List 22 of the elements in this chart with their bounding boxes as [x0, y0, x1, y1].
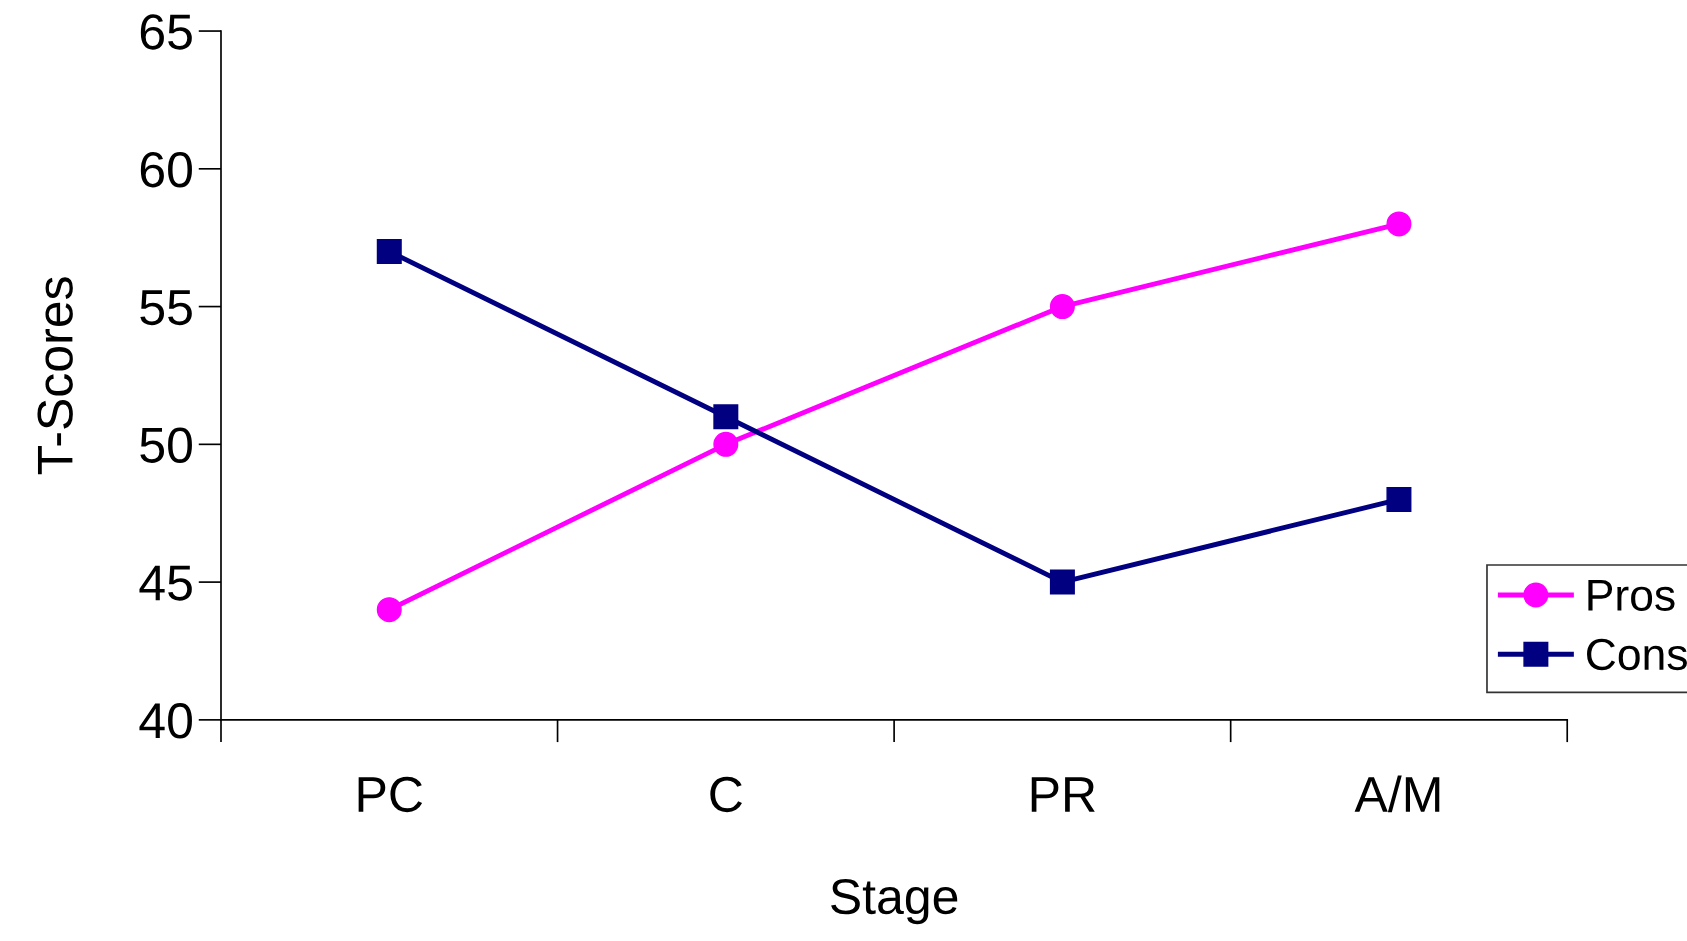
legend-label: Cons [1587, 638, 1687, 671]
point [713, 404, 739, 430]
x-tick-label: PC [358, 776, 423, 813]
point [1386, 486, 1412, 512]
x-tick-label: PR [1031, 777, 1095, 812]
y-axis-title: T-Scores [37, 277, 73, 475]
point [713, 431, 739, 457]
x-tick-label: A/M [1354, 775, 1440, 813]
y-tick-label: 55 [140, 290, 192, 326]
point [1049, 294, 1075, 320]
y-tick-label: 40 [139, 703, 192, 739]
point [1386, 211, 1412, 237]
legend-label: Pros [1588, 579, 1675, 611]
point [376, 238, 402, 264]
point [1049, 569, 1075, 595]
y-tick-label: 65 [140, 14, 192, 50]
y-tick-label: 45 [139, 565, 192, 601]
y-tick-label: 60 [140, 152, 192, 188]
x-axis-title: Stage [831, 878, 958, 925]
x-tick-label: C [710, 776, 742, 813]
y-tick-label: 50 [140, 427, 192, 463]
point [376, 597, 402, 623]
